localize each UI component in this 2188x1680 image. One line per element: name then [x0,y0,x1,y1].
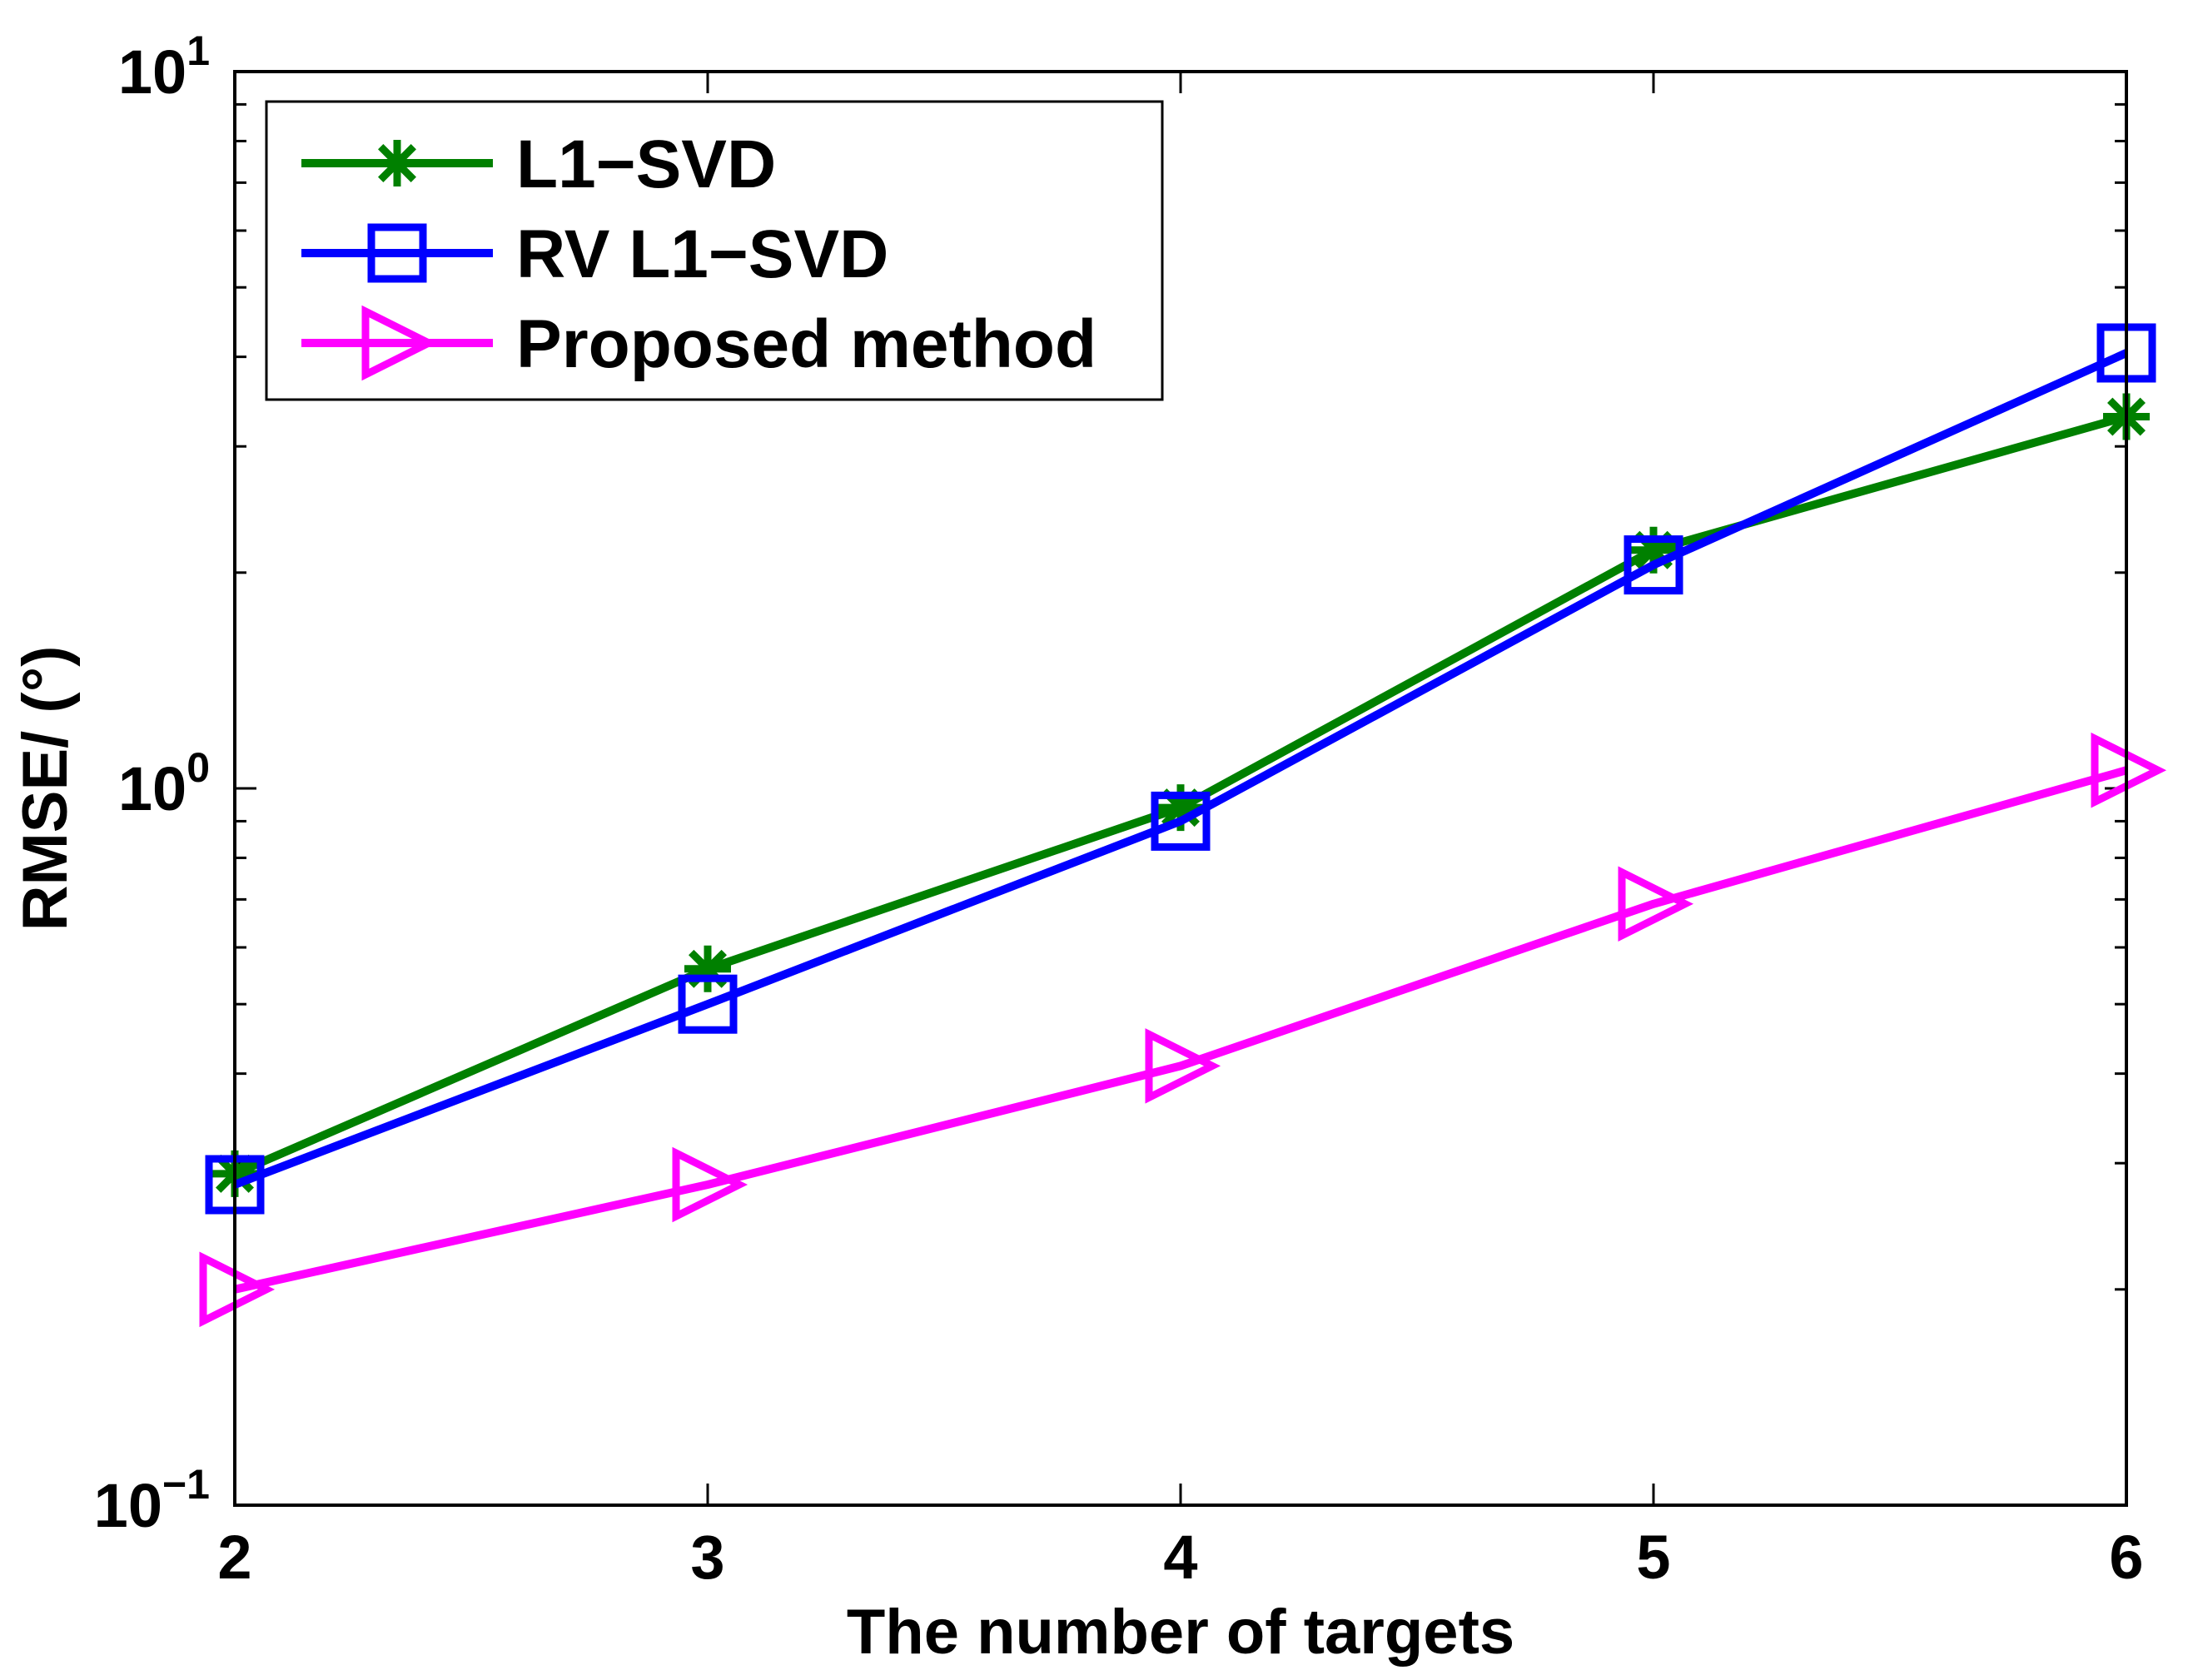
x-tick-label: 6 [2109,1523,2143,1592]
x-tick-label: 5 [1636,1523,1670,1592]
legend-entry: Proposed method [301,305,1096,382]
data-point-marker [672,1146,748,1223]
data-point-marker [1145,1028,1221,1104]
x-tick-label: 4 [1163,1523,1197,1592]
series-3 [199,732,2167,1328]
series-layer [199,323,2167,1328]
x-axis-title: The number of targets [847,1597,1514,1668]
legend-swatch-marker [374,140,420,186]
plot-frame [233,70,2128,1507]
y-tick-label: 100 [118,744,210,823]
legend-label: Proposed method [516,306,1096,382]
y-tick-label: 101 [118,27,210,107]
legend-swatch-marker [367,223,427,283]
legend-swatch-marker [361,305,438,381]
y-tick-base: 10 [118,754,186,823]
y-axis-title: RMSE/ (°) [10,646,81,932]
legend-entry: RV L1−SVD [301,216,888,292]
x-tick-label: 3 [690,1523,724,1592]
data-point-marker [1624,535,1683,595]
y-tick-base: 10 [94,1471,162,1540]
legend-entry: L1−SVD [301,127,776,202]
data-point-marker [1151,791,1211,851]
y-tick-exponent: −1 [162,1461,210,1508]
legend-label: RV L1−SVD [516,216,888,292]
legend-swatch-marker-stroke [378,144,416,182]
data-point-marker [1618,866,1694,942]
y-tick-exponent: 1 [186,27,210,74]
legend: L1−SVD RV L1−SVD Proposed method [265,100,1164,401]
y-tick-label: 10−1 [94,1461,210,1540]
y-tick-exponent: 0 [186,744,210,791]
data-point-marker [678,974,738,1034]
x-tick-label: 2 [217,1523,251,1592]
legend-entries: L1−SVD RV L1−SVD Proposed method [301,127,1096,382]
series-line [233,349,2129,1189]
data-point-marker [684,945,731,992]
y-tick-base: 10 [118,37,186,107]
series-line [233,766,2128,1294]
legend-label: L1−SVD [516,127,776,202]
